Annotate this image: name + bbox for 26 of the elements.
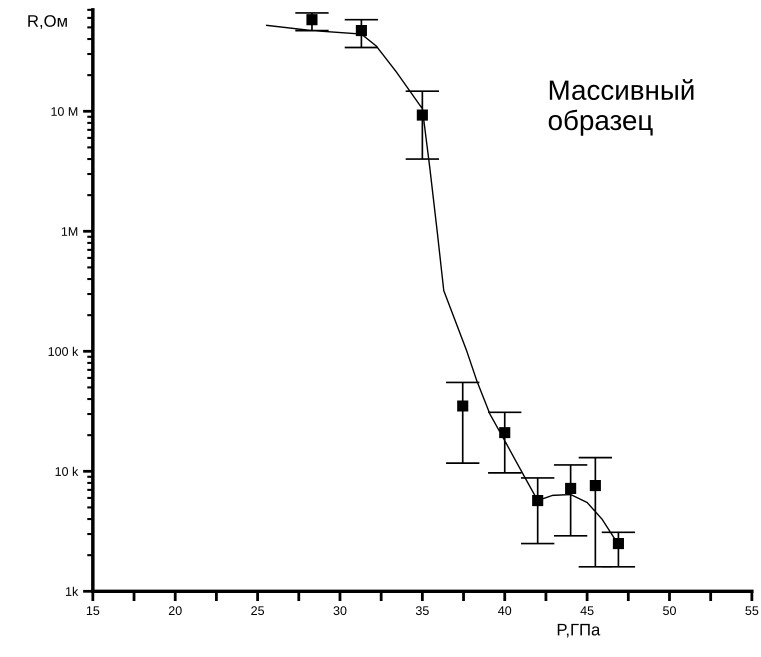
y-tick-label: 10 M <box>51 107 78 116</box>
y-tick-label: 1k <box>66 586 78 596</box>
y-tick-label: 100 k <box>48 346 78 356</box>
point <box>499 427 510 438</box>
point <box>416 110 428 121</box>
x-tick-label: 20 <box>168 606 182 616</box>
x-tick-label: 45 <box>580 606 594 616</box>
point <box>565 482 576 494</box>
x-tick-label: 30 <box>334 606 346 616</box>
point <box>590 480 601 492</box>
y-tick-label: 10 k <box>56 466 78 476</box>
point <box>457 400 468 412</box>
point <box>306 14 318 26</box>
x-axis-title: P,ГПа <box>558 624 600 638</box>
x-tick-label: 35 <box>416 606 429 616</box>
x-tick-label: 40 <box>498 606 512 616</box>
y-tick-label: 1M <box>62 227 78 236</box>
point <box>612 538 624 550</box>
point <box>532 495 544 506</box>
x-tick-label: 15 <box>86 606 100 616</box>
y-axis-title: R,Ом <box>28 15 67 29</box>
annotation: Массивный образец <box>548 79 694 136</box>
point <box>356 25 367 36</box>
x-tick-label: 50 <box>663 606 676 616</box>
x-tick-label: 55 <box>745 606 758 616</box>
x-tick-label: 25 <box>251 606 264 616</box>
